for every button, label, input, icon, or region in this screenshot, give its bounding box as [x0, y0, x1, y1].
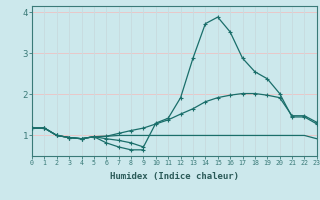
- X-axis label: Humidex (Indice chaleur): Humidex (Indice chaleur): [110, 172, 239, 181]
